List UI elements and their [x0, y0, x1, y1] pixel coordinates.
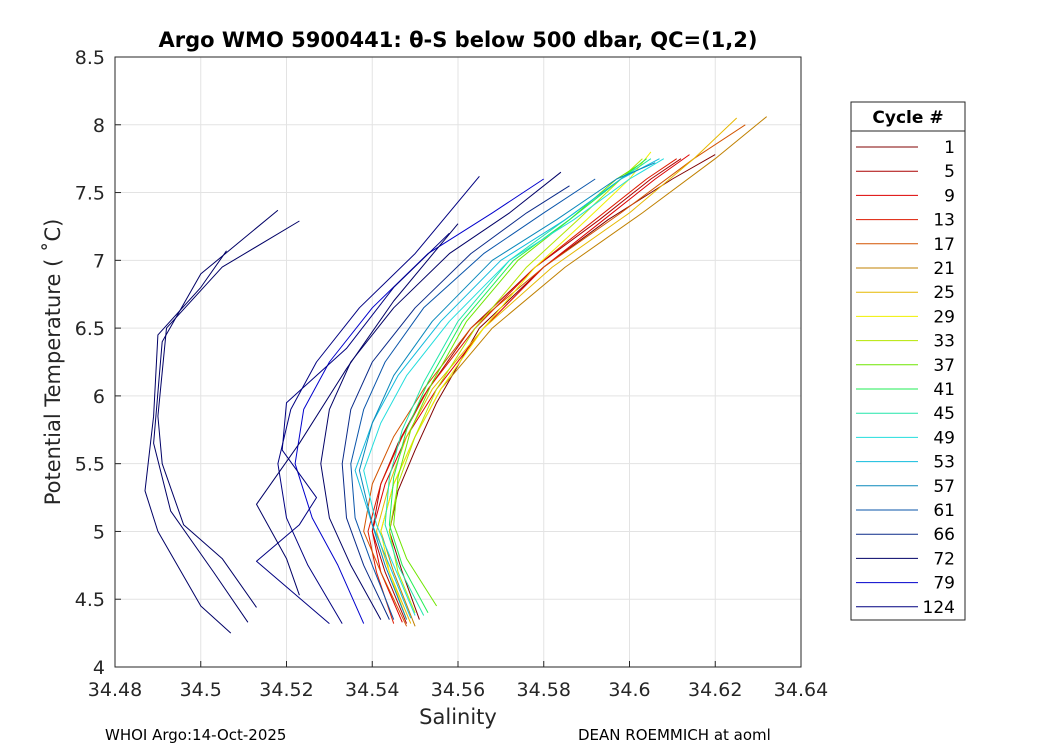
x-tick-label: 34.48 — [88, 679, 142, 701]
series-line-early-d — [256, 232, 450, 624]
legend: Cycle # 1 5 9 13 17 21 25 29 33 37 41 45 49 53 57 61 66 7… — [850, 101, 966, 621]
series-line-124 — [277, 175, 480, 624]
x-tick-label: 34.52 — [259, 679, 313, 701]
legend-title: Cycle # — [872, 108, 943, 128]
y-tick-label: 7 — [93, 250, 105, 272]
series-line-57 — [358, 162, 656, 620]
legend-entry-label: 79 — [933, 574, 955, 594]
legend-entry-label: 37 — [933, 356, 955, 376]
y-tick-label: 8.5 — [75, 47, 105, 69]
y-tick-label: 5 — [93, 521, 105, 543]
legend-entry-label: 13 — [933, 211, 955, 231]
y-axis-label: Potential Temperature ( ˚C) — [41, 219, 65, 506]
series-line-early-c — [157, 220, 300, 608]
series-line-72 — [320, 171, 562, 620]
legend-entry-label: 9 — [944, 186, 955, 206]
legend-entry-label: 41 — [933, 380, 955, 400]
y-tick-label: 8 — [93, 115, 105, 137]
series-line-49 — [363, 158, 665, 616]
y-tick-label: 6 — [93, 386, 105, 408]
series-line-29 — [380, 151, 652, 620]
series-line-41 — [388, 158, 647, 614]
chart-title: Argo WMO 5900441: θ-S below 500 dbar, QC… — [159, 28, 758, 52]
legend-box — [850, 101, 966, 621]
legend-entry-label: 29 — [933, 307, 955, 327]
x-tick-label: 34.5 — [180, 679, 222, 701]
legend-entry-label: 25 — [933, 283, 955, 303]
series-line-early-a — [144, 250, 232, 634]
x-tick-label: 34.54 — [345, 679, 399, 701]
series-line-early-e — [256, 223, 459, 596]
x-tick-label: 34.58 — [517, 679, 571, 701]
footer-right: DEAN ROEMMICH at aoml — [578, 726, 771, 744]
legend-entry-label: 53 — [933, 453, 955, 473]
series-line-61 — [350, 178, 596, 620]
legend-entry-label: 1 — [944, 138, 955, 158]
y-tick-label: 7.5 — [75, 183, 105, 205]
series-line-53 — [354, 158, 660, 619]
axis-ticks: 34.48 34.5 34.52 34.54 34.56 34.58 34.6 34.62 34… — [75, 47, 828, 701]
y-tick-label: 4.5 — [75, 589, 105, 611]
x-tick-label: 34.56 — [431, 679, 485, 701]
legend-entry-label: 66 — [933, 525, 955, 545]
y-tick-label: 6.5 — [75, 318, 105, 340]
series-line-37 — [393, 164, 639, 607]
legend-entry-label: 57 — [933, 477, 955, 497]
series-line-early-b — [153, 209, 279, 623]
footer-left: WHOI Argo:14-Oct-2025 — [105, 726, 286, 744]
legend-entry-label: 5 — [944, 162, 955, 182]
series-line-5 — [371, 158, 682, 624]
legend-entry-label: 45 — [933, 404, 955, 424]
legend-entry-label: 21 — [933, 259, 955, 279]
series-line-79 — [294, 178, 544, 624]
x-tick-label: 34.62 — [688, 679, 742, 701]
y-tick-label: 4 — [93, 657, 105, 679]
x-tick-label: 34.64 — [774, 679, 828, 701]
legend-entry-label: 17 — [933, 235, 955, 255]
y-tick-label: 5.5 — [75, 454, 105, 476]
series-line-17 — [363, 124, 746, 627]
x-axis-label: Salinity — [419, 705, 497, 729]
legend-entry-label: 72 — [933, 549, 955, 569]
data-series — [144, 116, 768, 634]
series-line-66 — [341, 185, 570, 620]
series-line-13 — [367, 158, 677, 624]
legend-entry-label: 33 — [933, 332, 955, 352]
legend-entry-label: 124 — [923, 598, 955, 618]
x-tick-label: 34.6 — [608, 679, 650, 701]
legend-entry-label: 61 — [933, 501, 955, 521]
legend-entry-label: 49 — [933, 428, 955, 448]
